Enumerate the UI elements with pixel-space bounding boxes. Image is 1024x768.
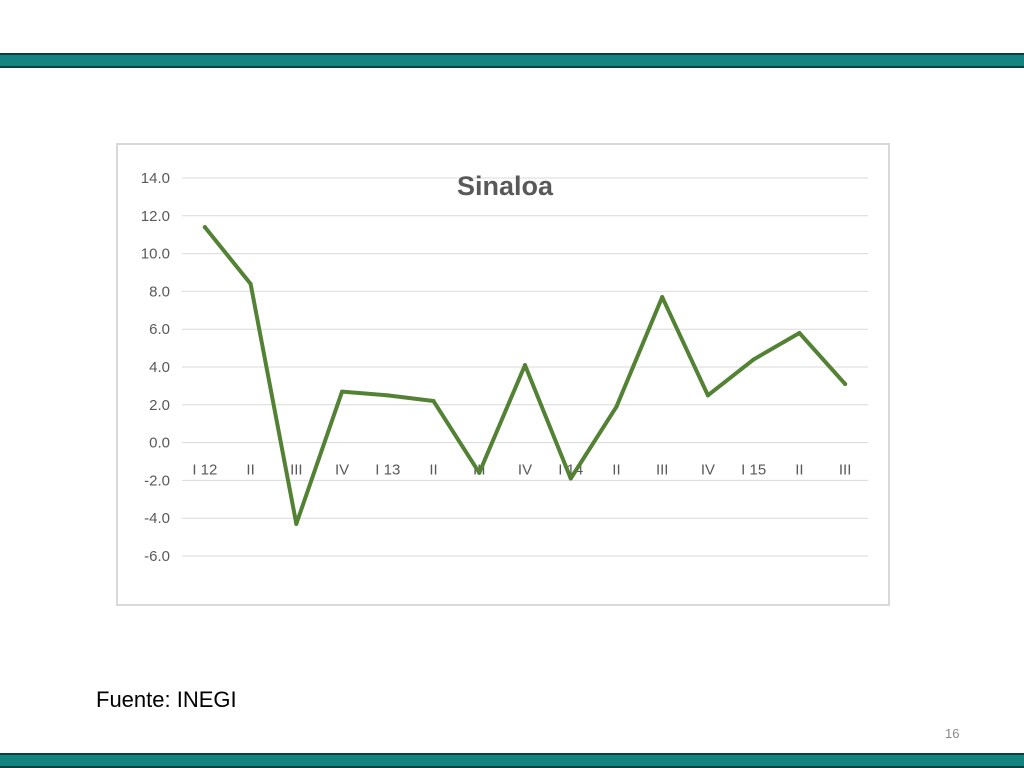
- data-point: [705, 393, 710, 398]
- data-point: [843, 382, 848, 387]
- data-point: [797, 330, 802, 335]
- y-tick-label: 0.0: [149, 435, 170, 452]
- data-point: [751, 357, 756, 362]
- top-accent-band: [0, 53, 1024, 68]
- data-point: [523, 363, 527, 368]
- series-line: [202, 225, 848, 526]
- x-tick-label: I 13: [375, 462, 400, 479]
- data-point: [477, 470, 482, 475]
- y-tick-label: 12.0: [141, 208, 170, 225]
- chart-title: Sinaloa: [457, 171, 554, 201]
- x-tick-label: III: [290, 462, 303, 479]
- x-tick-label: III: [656, 462, 669, 479]
- data-point: [248, 281, 253, 286]
- chart-container: 14.0 12.0 10.0 8.0 6.0 4.0 2.0 0.0 -2.0 -4.0 -6.0 I…: [116, 143, 890, 606]
- data-point: [660, 295, 665, 300]
- data-point: [202, 225, 207, 230]
- data-point: [340, 389, 345, 394]
- x-tick-label: I 15: [741, 462, 766, 479]
- x-tick-label: I 12: [192, 462, 217, 479]
- y-tick-label: -6.0: [144, 548, 170, 565]
- x-tick-label: IV: [335, 462, 349, 479]
- data-point: [294, 521, 299, 526]
- bottom-accent-band: [0, 753, 1024, 768]
- data-point: [614, 404, 619, 409]
- x-tick-label: II: [612, 462, 620, 479]
- x-tick-label: II: [246, 462, 254, 479]
- y-tick-label: -4.0: [144, 510, 170, 527]
- line-chart: 14.0 12.0 10.0 8.0 6.0 4.0 2.0 0.0 -2.0 -4.0 -6.0 I…: [141, 170, 868, 565]
- x-tick-label: IV: [518, 462, 532, 479]
- y-tick-label: 14.0: [141, 170, 170, 187]
- x-tick-label: IV: [701, 462, 715, 479]
- x-tick-label: III: [839, 462, 852, 479]
- source-note: Fuente: INEGI: [96, 687, 237, 712]
- page-number: 16: [945, 726, 960, 741]
- y-tick-label: 6.0: [149, 321, 170, 338]
- data-point: [568, 476, 573, 481]
- y-tick-label: 2.0: [149, 397, 170, 414]
- y-tick-label: 8.0: [149, 283, 170, 300]
- data-point: [385, 393, 390, 398]
- x-tick-label: II: [429, 462, 437, 479]
- x-tick-label: II: [795, 462, 803, 479]
- data-point: [431, 399, 436, 404]
- y-tick-label: 4.0: [149, 359, 170, 376]
- y-tick-label: 10.0: [141, 246, 170, 263]
- y-tick-label: -2.0: [144, 472, 170, 489]
